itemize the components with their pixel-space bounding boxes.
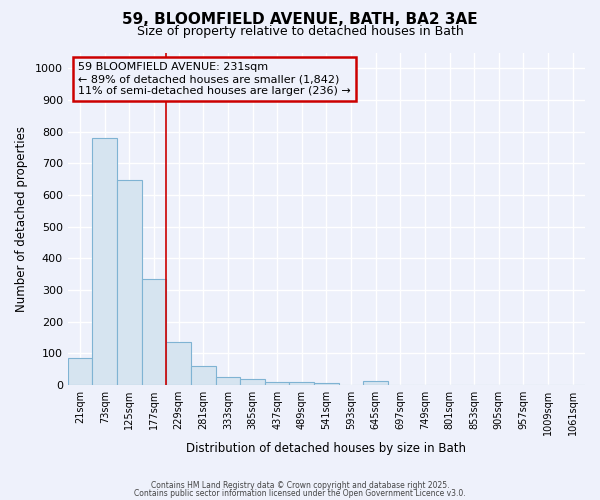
Text: Size of property relative to detached houses in Bath: Size of property relative to detached ho… [137, 25, 463, 38]
Bar [191, 366, 215, 385]
Bar [265, 382, 289, 385]
Bar [117, 180, 142, 385]
Bar [215, 377, 240, 385]
Text: Contains HM Land Registry data © Crown copyright and database right 2025.: Contains HM Land Registry data © Crown c… [151, 481, 449, 490]
Bar [240, 378, 265, 385]
Bar [68, 358, 92, 385]
Bar [166, 342, 191, 385]
Y-axis label: Number of detached properties: Number of detached properties [15, 126, 28, 312]
X-axis label: Distribution of detached houses by size in Bath: Distribution of detached houses by size … [187, 442, 466, 455]
Bar [364, 381, 388, 385]
Bar [142, 279, 166, 385]
Text: 59 BLOOMFIELD AVENUE: 231sqm
← 89% of detached houses are smaller (1,842)
11% of: 59 BLOOMFIELD AVENUE: 231sqm ← 89% of de… [78, 62, 351, 96]
Bar [92, 138, 117, 385]
Bar [314, 384, 339, 385]
Bar [289, 382, 314, 385]
Text: Contains public sector information licensed under the Open Government Licence v3: Contains public sector information licen… [134, 488, 466, 498]
Text: 59, BLOOMFIELD AVENUE, BATH, BA2 3AE: 59, BLOOMFIELD AVENUE, BATH, BA2 3AE [122, 12, 478, 28]
